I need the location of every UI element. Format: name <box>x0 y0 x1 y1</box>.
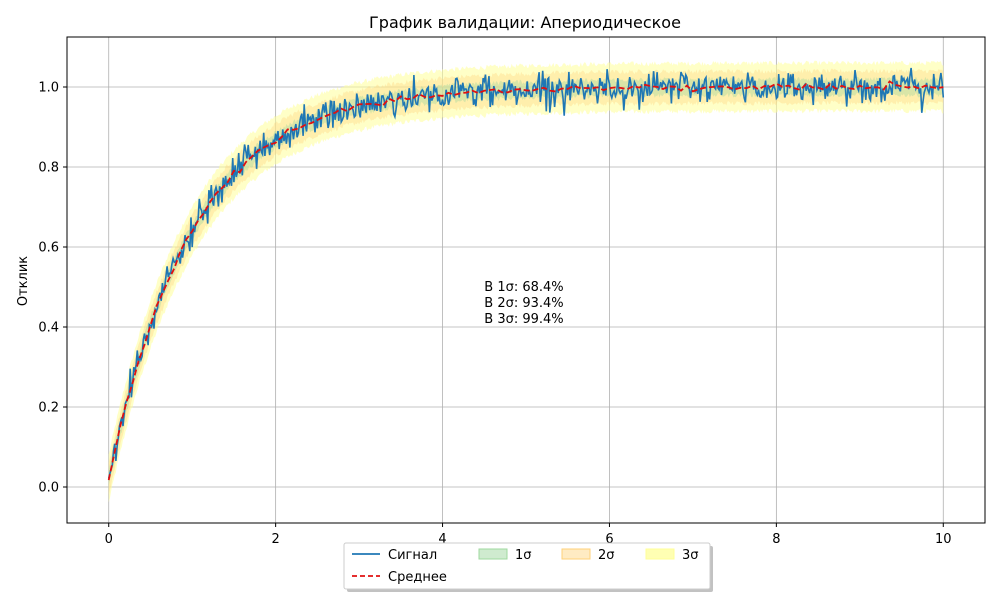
y-tick-label: 0.8 <box>38 161 59 176</box>
series-signal-line <box>107 67 945 479</box>
legend: Сигнал Среднее 1σ 2σ 3σ <box>343 542 713 592</box>
legend-label: Сигнал <box>388 548 437 563</box>
plot-area: 0 2 4 6 8 10 0.0 0.2 0.4 0.6 0.8 1.0 В 1σ: 68.4%В 2σ… <box>38 36 986 547</box>
y-tick-label: 0.2 <box>38 401 59 416</box>
x-tick-label: 6 <box>605 532 613 547</box>
legend-label: 2σ <box>598 548 615 563</box>
y-tick-label: 0.4 <box>38 321 59 336</box>
y-tick-label: 0.6 <box>38 241 59 256</box>
plot-frame <box>66 36 986 524</box>
legend-label: 1σ <box>515 548 532 563</box>
legend-swatch-band <box>561 548 591 560</box>
annotation-line: В 1σ: 68.4% <box>484 280 563 295</box>
chart-title: График валидации: Апериодическое <box>369 13 681 32</box>
x-tick-label: 2 <box>271 532 279 547</box>
x-tick-label: 8 <box>772 532 780 547</box>
y-tick-label: 1.0 <box>38 81 59 96</box>
series-mean-line <box>107 80 944 481</box>
band-3sigma <box>108 60 944 503</box>
legend-swatch-band <box>478 548 508 560</box>
legend-swatch-band <box>645 548 675 560</box>
sigma-bands <box>108 60 944 503</box>
y-axis-label: Отклик <box>16 256 31 306</box>
x-tick-label: 0 <box>105 532 113 547</box>
x-tick-label: 10 <box>935 532 952 547</box>
annotation-line: В 3σ: 99.4% <box>484 312 563 327</box>
legend-box <box>343 542 711 590</box>
x-tick-label: 4 <box>438 532 446 547</box>
legend-label: 3σ <box>682 548 699 563</box>
y-tick-label: 0.0 <box>38 481 59 496</box>
annotation-line: В 2σ: 93.4% <box>484 296 563 311</box>
legend-label: Среднее <box>388 570 447 585</box>
